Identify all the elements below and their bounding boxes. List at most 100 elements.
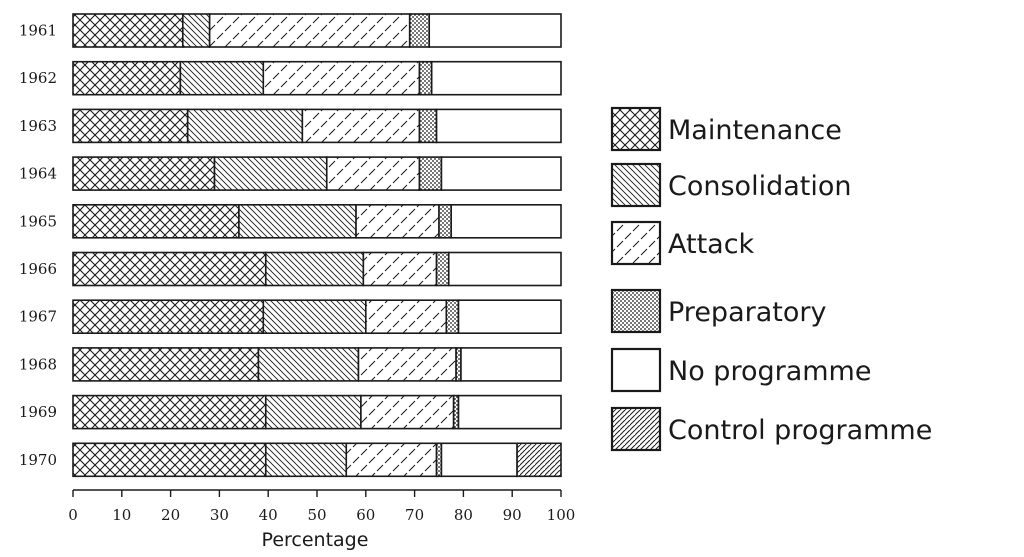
bar-row-1964 [72,156,562,191]
bar-row-1962 [72,60,562,96]
bar-row-1967 [72,299,562,335]
x-tick-label: 90 [503,506,522,524]
legend-swatch [610,347,662,393]
bar-segment-1970-control-programme [516,442,562,478]
category-label: 1963 [19,117,57,135]
bar-segment-1966-consolidation [264,251,365,287]
legend-label: No programme [668,356,871,387]
bar-segment-1962-attack [262,60,421,96]
bar-segment-1967-maintenance [72,299,265,335]
bar-segment-1966-attack [362,251,438,287]
legend-swatch [610,162,662,208]
x-tick-label: 10 [112,506,131,524]
bar-segment-1966-maintenance [72,251,267,287]
x-tick-label: 60 [356,506,375,524]
bar-row-1963 [72,108,562,144]
bar-segment-1964-consolidation [213,156,328,191]
bar-segment-1967-attack [364,299,448,335]
x-tick-label: 40 [259,506,278,524]
category-label: 1970 [19,451,57,469]
category-label: 1965 [19,212,57,230]
bar-segment-1964-maintenance [72,156,216,191]
bar-segment-1963-consolidation [186,108,304,144]
bar-segment-1967-preparatory [445,299,460,335]
legend-item-consolidation: Consolidation [610,162,851,208]
bar-segment-1962-preparatory [418,60,433,96]
legend-item-control-programme: Control programme [610,406,932,452]
bar-segment-1964-no-programme [440,156,562,191]
bar-segment-1968-consolidation [257,347,360,382]
bar-row-1970 [72,442,562,478]
category-label: 1964 [19,165,57,183]
bar-segment-1967-consolidation [262,299,367,335]
bar-segment-1965-maintenance [72,204,240,239]
legend-swatch [610,288,662,334]
category-label: 1967 [19,308,57,326]
bar-segment-1968-attack [357,347,457,382]
bar-segment-1968-maintenance [72,347,260,382]
bar-segment-1965-no-programme [450,204,562,239]
legend-swatch [610,106,662,152]
legend-label: Attack [668,229,755,260]
bar-segment-1961-no-programme [428,13,562,48]
bar-segment-1965-consolidation [238,204,357,239]
category-labels: 1961 1962 1963 1964 1965 1966 1967 1968 1969 1970 [19,22,57,469]
category-label: 1969 [19,403,57,421]
legend-swatch [610,406,662,452]
bar-segment-1969-no-programme [457,394,562,430]
bar-segment-1962-maintenance [72,60,182,96]
bar-row-1965 [72,204,562,239]
legend-item-maintenance: Maintenance [610,106,842,152]
bar-segment-1968-no-programme [460,347,562,382]
x-tick-label: 30 [210,506,229,524]
x-axis-label: Percentage [262,529,369,551]
bar-segment-1969-maintenance [72,394,267,430]
bar-segment-1965-attack [355,204,440,239]
x-tick-label: 100 [547,506,576,524]
category-label: 1968 [19,355,57,373]
bar-segment-1969-consolidation [264,394,362,430]
bar-segment-1970-attack [345,442,438,478]
bar-segment-1961-consolidation [182,13,211,48]
bar-segment-1963-preparatory [418,108,438,144]
bar-segment-1967-no-programme [457,299,562,335]
legend-swatch [610,220,662,266]
bar-row-1969 [72,394,562,430]
legend-label: Control programme [668,415,932,446]
bar-segment-1970-consolidation [264,442,348,478]
bar-segment-1970-no-programme [440,442,518,478]
bar-segment-1962-no-programme [430,60,562,96]
bar-segment-1964-preparatory [418,156,443,191]
x-tick-label: 80 [454,506,473,524]
bar-segment-1961-attack [208,13,411,48]
bar-segment-1970-maintenance [72,442,267,478]
bar-segment-1963-attack [301,108,421,144]
x-axis: 0 10 20 30 40 50 60 70 80 90 100 [68,489,576,524]
bar-segment-1962-consolidation [179,60,265,96]
legend-item-preparatory: Preparatory [610,288,826,334]
bar-segment-1961-preparatory [408,13,431,48]
bar-segment-1964-attack [325,156,421,191]
bar-segment-1965-preparatory [438,204,452,239]
bar-row-1966 [72,251,562,287]
category-label: 1962 [19,69,57,87]
x-tick-label: 0 [68,506,78,524]
legend-item-attack: Attack [610,220,755,266]
legend-label: Preparatory [668,297,826,328]
bar-segment-1963-no-programme [435,108,562,144]
category-label: 1966 [19,260,57,278]
x-tick-label: 50 [307,506,326,524]
x-tick-label: 70 [405,506,424,524]
bar-segment-1963-maintenance [72,108,189,144]
bar-segment-1969-attack [360,394,455,430]
legend: Maintenance Consolidation Attack Preparator… [610,106,932,452]
legend-label: Maintenance [668,115,842,146]
bar-segment-1966-preparatory [435,251,450,287]
bar-row-1968 [72,347,562,382]
bar-segment-1961-maintenance [72,13,184,48]
x-tick-label: 20 [161,506,180,524]
bars-layer [72,13,562,478]
legend-item-no-programme: No programme [610,347,871,393]
bar-row-1961 [72,13,562,48]
